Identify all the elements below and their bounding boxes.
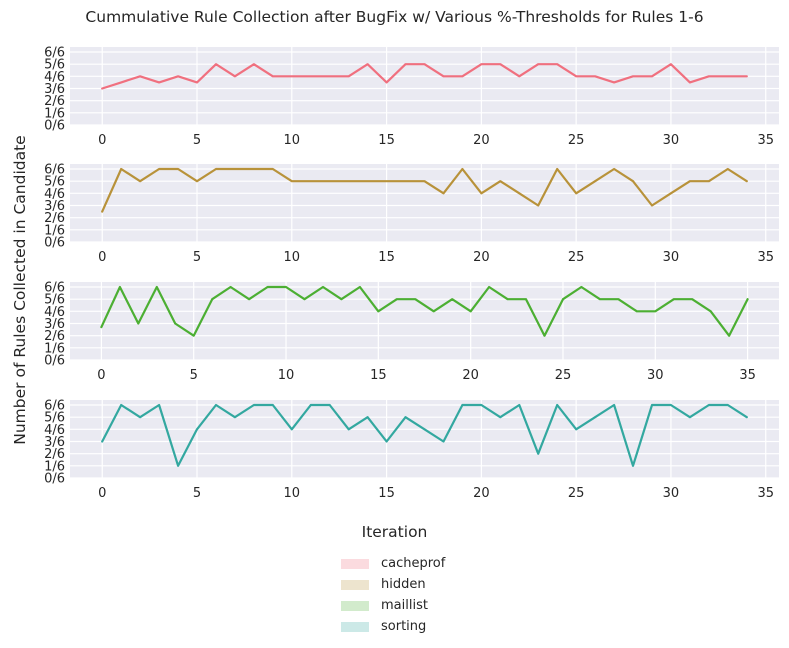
x-tick-label: 35	[757, 486, 774, 501]
legend-item-hidden: hidden	[341, 574, 445, 595]
x-tick-label: 25	[568, 133, 585, 148]
y-tick-label: 3/6	[44, 82, 65, 97]
y-tick-label: 2/6	[44, 211, 65, 226]
x-tick-label: 10	[284, 133, 301, 148]
panel-background	[70, 164, 779, 242]
series-line-cacheprof	[101, 63, 748, 90]
x-tick-label: 20	[473, 250, 490, 265]
y-tick-label: 5/6	[44, 411, 65, 426]
legend-swatch	[341, 600, 369, 611]
x-tick-label: 0	[98, 486, 106, 501]
legend-item-sorting: sorting	[341, 616, 445, 637]
x-tick-label: 5	[193, 250, 201, 265]
legend-swatch	[341, 579, 369, 590]
x-tick-label: 20	[473, 486, 490, 501]
x-tick-label: 10	[284, 486, 301, 501]
y-tick-label: 0/6	[44, 119, 65, 134]
legend-label: sorting	[381, 619, 427, 634]
x-tick-label: 35	[757, 250, 774, 265]
y-tick-label: 4/6	[44, 423, 65, 438]
x-tick-label: 15	[378, 250, 395, 265]
panel-background	[70, 47, 779, 125]
x-tick-label: 10	[278, 368, 295, 383]
x-tick-label: 5	[193, 133, 201, 148]
panel-hidden: 0/61/62/63/64/65/66/6 0 5 10 15 20 25 30 35	[44, 163, 779, 265]
series-line-sorting	[101, 403, 748, 467]
y-tick-label: 3/6	[44, 435, 65, 450]
x-tick-label: 15	[378, 486, 395, 501]
legend-item-maillist: maillist	[341, 595, 445, 616]
x-tick-label: 30	[663, 486, 680, 501]
chart-title: Cummulative Rule Collection after BugFix…	[85, 8, 704, 26]
legend-swatch	[341, 558, 369, 569]
series-line-maillist	[100, 285, 749, 337]
legend-swatch	[341, 621, 369, 632]
y-tick-label: 0/6	[44, 354, 65, 369]
y-tick-label: 3/6	[44, 317, 65, 332]
y-tick-label: 3/6	[44, 199, 65, 214]
legend-label: maillist	[381, 598, 428, 613]
x-tick-label: 5	[193, 486, 201, 501]
x-tick-label: 25	[568, 486, 585, 501]
x-tick-label: 30	[647, 368, 664, 383]
y-tick-label: 1/6	[44, 459, 65, 474]
panel-cacheprof: 0/61/62/63/64/65/66/6 0 5 10 15 20 25 30 35	[44, 46, 779, 148]
x-tick-label: 15	[370, 368, 387, 383]
panel-maillist: 0/61/62/63/64/65/66/6 0 5 10 15 20 25 30 35	[44, 281, 779, 383]
series-line-hidden	[101, 167, 748, 213]
panel-background	[70, 400, 779, 478]
x-tick-label: 20	[462, 368, 479, 383]
y-tick-label: 6/6	[44, 399, 65, 414]
x-tick-label: 0	[98, 133, 106, 148]
y-tick-label: 4/6	[44, 187, 65, 202]
x-axis-label: Iteration	[361, 523, 428, 541]
x-tick-label: 20	[473, 133, 490, 148]
x-tick-label: 25	[555, 368, 572, 383]
legend-label: hidden	[381, 577, 426, 592]
panel-background	[70, 282, 779, 360]
x-tick-label: 30	[663, 133, 680, 148]
legend-label: cacheprof	[381, 556, 446, 571]
y-tick-label: 4/6	[44, 70, 65, 85]
y-tick-label: 6/6	[44, 163, 65, 178]
y-tick-label: 6/6	[44, 46, 65, 61]
y-tick-label: 0/6	[44, 236, 65, 251]
x-tick-label: 0	[98, 250, 106, 265]
x-tick-label: 35	[739, 368, 756, 383]
y-tick-label: 1/6	[44, 223, 65, 238]
x-tick-label: 10	[284, 250, 301, 265]
x-tick-label: 5	[190, 368, 198, 383]
x-tick-label: 0	[97, 368, 105, 383]
y-tick-label: 2/6	[44, 447, 65, 462]
y-tick-label: 2/6	[44, 94, 65, 109]
legend: cacheprof hidden maillist sorting	[341, 553, 445, 637]
x-tick-label: 30	[663, 250, 680, 265]
y-tick-label: 5/6	[44, 58, 65, 73]
panel-sorting: 0/61/62/63/64/65/66/6 0 5 10 15 20 25 30 35	[44, 399, 779, 501]
y-tick-label: 6/6	[44, 281, 65, 296]
y-tick-label: 5/6	[44, 175, 65, 190]
y-tick-label: 2/6	[44, 329, 65, 344]
x-tick-label: 15	[378, 133, 395, 148]
y-tick-label: 5/6	[44, 293, 65, 308]
x-tick-label: 35	[757, 133, 774, 148]
y-tick-label: 0/6	[44, 472, 65, 487]
x-tick-label: 25	[568, 250, 585, 265]
y-tick-label: 1/6	[44, 106, 65, 121]
y-tick-label: 1/6	[44, 341, 65, 356]
y-tick-label: 4/6	[44, 305, 65, 320]
legend-item-cacheprof: cacheprof	[341, 553, 445, 574]
